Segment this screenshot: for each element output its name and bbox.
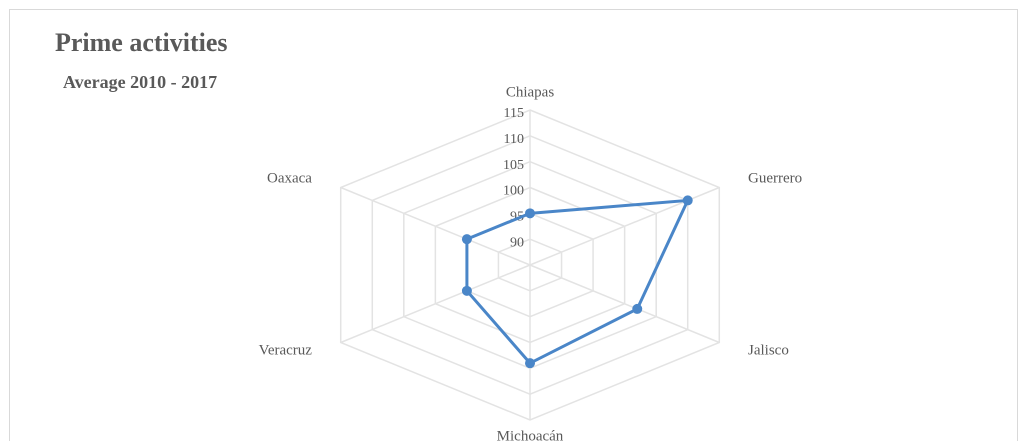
category-label: Chiapas [506,84,554,100]
tick-label: 115 [504,106,524,121]
tick-label: 100 [503,184,524,199]
tick-label: 105 [503,158,524,173]
category-label: Veracruz [259,342,313,358]
series-marker [525,208,535,219]
series-marker [461,234,472,245]
spoke [529,264,720,344]
spoke [340,264,531,344]
chart-subtitle: Average 2010 - 2017 [63,72,217,92]
series-marker [632,303,643,314]
chart-title: Prime activities [55,28,228,57]
tick-label: 90 [510,235,524,250]
category-label: Jalisco [748,342,789,358]
category-label: Michoacán [497,428,564,441]
series-marker [525,358,535,369]
series-marker [461,285,472,296]
category-label: Oaxaca [267,170,312,186]
series-marker [682,195,693,206]
spoke [340,186,531,266]
chart-frame [9,9,1018,441]
tick-label: 110 [504,132,524,147]
category-label: Guerrero [748,170,802,186]
